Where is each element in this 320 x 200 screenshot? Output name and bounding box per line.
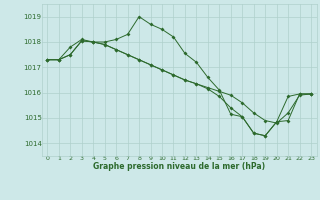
X-axis label: Graphe pression niveau de la mer (hPa): Graphe pression niveau de la mer (hPa): [93, 162, 265, 171]
